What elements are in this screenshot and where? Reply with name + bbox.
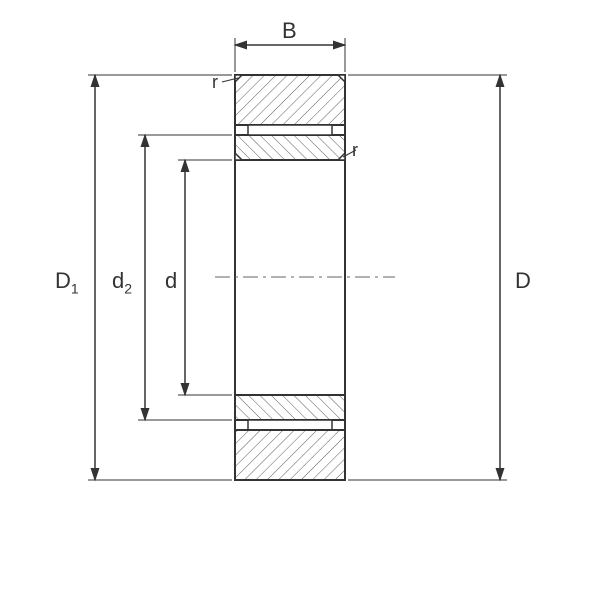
label-r-mid: r: [352, 140, 358, 161]
outer-ring-top: [235, 75, 345, 125]
label-d2: d2: [112, 268, 132, 296]
label-B: B: [282, 18, 297, 44]
inner-ring-bottom: [235, 395, 345, 420]
roller-top: [248, 125, 332, 135]
label-r-top: r: [212, 72, 218, 93]
outer-ring-bottom: [235, 430, 345, 480]
inner-ring-top: [235, 135, 345, 160]
label-D: D: [515, 268, 531, 294]
drawing-svg: [0, 0, 600, 600]
roller-bottom: [248, 420, 332, 430]
label-d: d: [165, 268, 177, 294]
bearing-diagram: D1 d2 d D B r r: [0, 0, 600, 600]
label-D1: D1: [55, 268, 79, 296]
